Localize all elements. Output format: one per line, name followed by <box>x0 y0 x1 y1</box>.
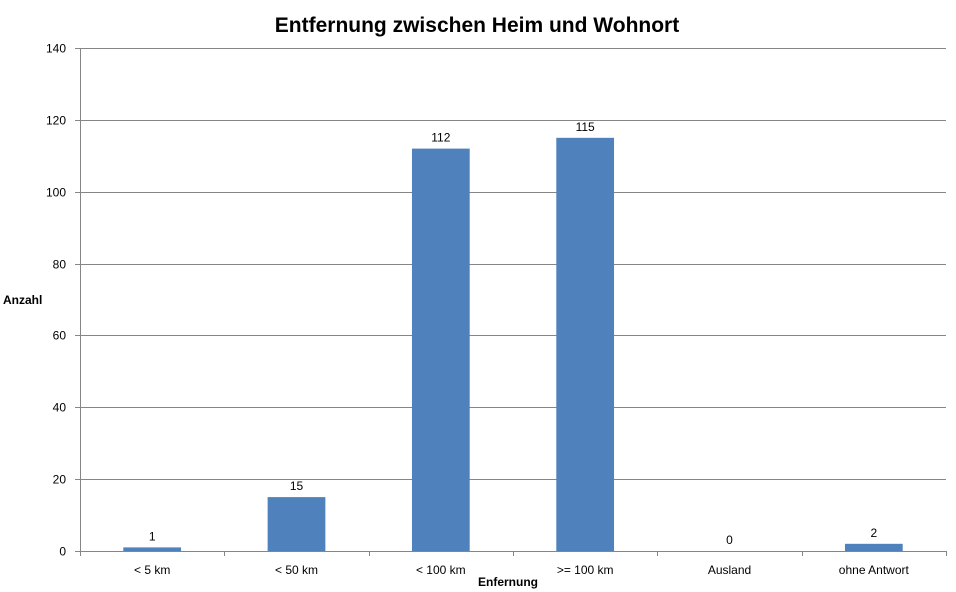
x-axis-title: Enfernung <box>478 575 538 589</box>
data-label: 112 <box>431 131 450 145</box>
y-tick-label: 60 <box>53 329 67 343</box>
bars <box>123 137 903 552</box>
bar <box>123 547 182 551</box>
bar <box>267 497 326 551</box>
x-tick-label: < 50 km <box>275 563 318 577</box>
y-tick-label: 100 <box>46 186 66 200</box>
x-tick-label: Ausland <box>708 563 751 577</box>
data-label: 0 <box>726 533 733 547</box>
y-tick-label: 40 <box>53 401 67 415</box>
x-tick-label: < 100 km <box>416 563 466 577</box>
y-tick-label: 140 <box>46 42 66 56</box>
x-tick-label: ohne Antwort <box>839 563 910 577</box>
data-label: 2 <box>870 526 877 540</box>
y-tick-label: 80 <box>53 258 67 272</box>
data-label: 115 <box>576 120 595 134</box>
y-tick-label: 120 <box>46 114 66 128</box>
bar <box>556 137 615 552</box>
bar <box>844 543 903 551</box>
data-label: 1 <box>149 529 156 543</box>
y-tick-label: 20 <box>53 473 67 487</box>
bar <box>411 148 470 551</box>
y-tick-label: 0 <box>59 545 66 559</box>
x-tick-label: >= 100 km <box>557 563 614 577</box>
y-axis-title: Anzahl <box>3 293 42 307</box>
chart-title: Entfernung zwischen Heim und Wohnort <box>275 14 679 37</box>
data-label: 15 <box>290 479 304 493</box>
gridlines <box>80 48 946 480</box>
x-tick-label: < 5 km <box>134 563 170 577</box>
axes <box>75 48 947 556</box>
